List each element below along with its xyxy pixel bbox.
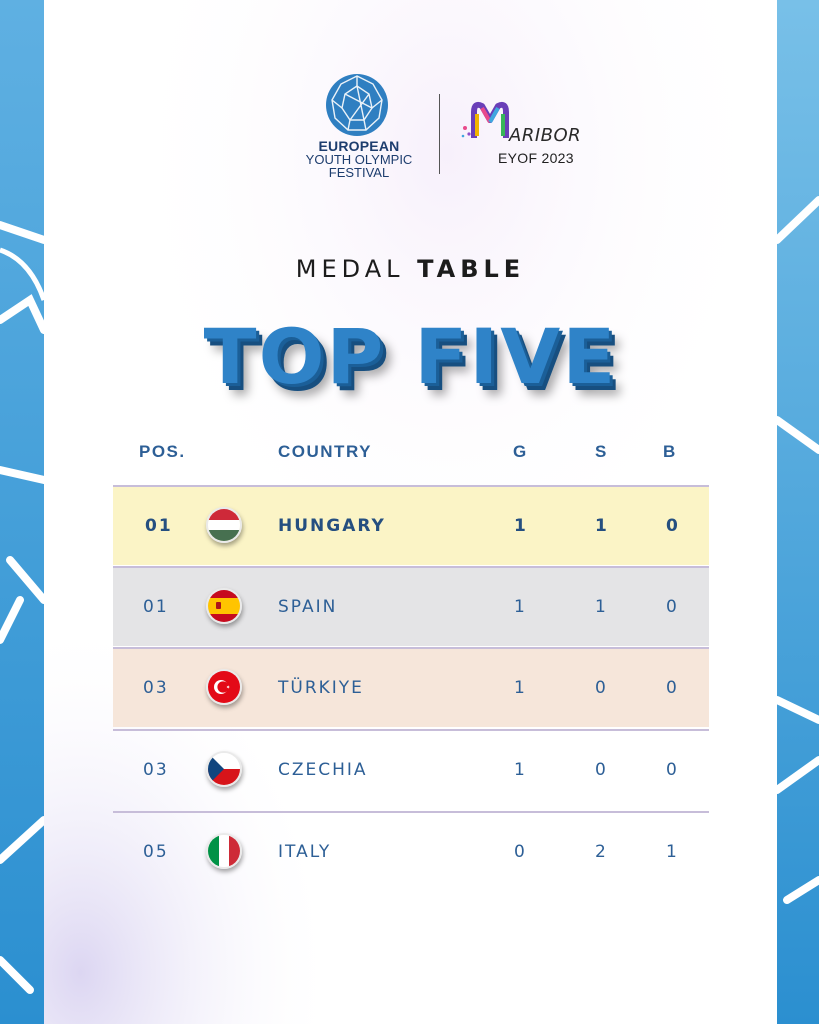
eyof-line-2: YOUTH OLYMPIC <box>305 152 413 167</box>
top-five-headline: TOP FIVE <box>203 312 618 401</box>
silver-count-cell: 2 <box>595 842 608 862</box>
eyof-line-3: FESTIVAL <box>328 165 390 180</box>
header-country: COUNTRY <box>278 442 372 461</box>
bronze-count-cell: 0 <box>666 516 680 536</box>
header-bronze: B <box>663 442 677 461</box>
gold-count-cell: 0 <box>514 842 527 862</box>
bronze-count-cell: 1 <box>666 842 679 862</box>
gold-count-cell: 1 <box>514 516 528 536</box>
table-row: 01 HUNGARY 1 1 0 <box>113 485 709 565</box>
position-cell: 01 <box>143 597 169 617</box>
header-logos: EUROPEAN YOUTH OLYMPIC FESTIVAL ARIBOR E… <box>44 70 777 185</box>
event-label: EYOF 2023 <box>498 150 574 166</box>
eyof-wordmark: EUROPEAN YOUTH OLYMPIC FESTIVAL <box>284 138 434 180</box>
silver-count-cell: 1 <box>595 597 608 617</box>
gold-count-cell: 1 <box>514 760 527 780</box>
header-pos: POS. <box>139 442 186 461</box>
country-cell: HUNGARY <box>278 516 386 536</box>
position-cell: 05 <box>143 842 169 862</box>
position-cell: 03 <box>143 760 169 780</box>
spain-flag-icon <box>206 588 242 624</box>
right-decorative-panel <box>777 0 819 1024</box>
table-row: 01 SPAIN 1 1 0 <box>113 566 709 646</box>
country-cell: SPAIN <box>278 597 338 617</box>
silver-count-cell: 0 <box>595 678 608 698</box>
eyof-emblem-icon <box>326 74 388 136</box>
gold-count-cell: 1 <box>514 597 527 617</box>
heading-table: TABLE <box>417 255 526 283</box>
eyof-line-1: EUROPEAN <box>318 138 400 154</box>
left-decorative-panel <box>0 0 44 1024</box>
bronze-count-cell: 0 <box>666 678 679 698</box>
turkiye-flag-icon <box>206 669 242 705</box>
italy-flag-icon <box>206 833 242 869</box>
header-gold: G <box>513 442 528 461</box>
maribor-wordmark: ARIBOR <box>509 125 582 146</box>
czechia-flag-icon <box>206 751 242 787</box>
country-cell: TÜRKIYE <box>278 678 364 698</box>
table-header: POS. COUNTRY G S B <box>44 440 777 466</box>
country-cell: CZECHIA <box>278 760 368 780</box>
table-row: 03 CZECHIA 1 0 0 <box>113 729 709 809</box>
maribor-heart-icon <box>461 101 509 138</box>
medal-table-heading: MEDAL TABLE <box>44 255 777 283</box>
bronze-count-cell: 0 <box>666 760 679 780</box>
heading-medal: MEDAL <box>295 255 405 283</box>
gold-count-cell: 1 <box>514 678 527 698</box>
table-row: 03 TÜRKIYE 1 0 0 <box>113 647 709 727</box>
medal-table-card: EUROPEAN YOUTH OLYMPIC FESTIVAL ARIBOR E… <box>44 0 777 1024</box>
position-cell: 03 <box>143 678 169 698</box>
header-silver: S <box>595 442 608 461</box>
silver-count-cell: 1 <box>595 516 609 536</box>
table-row: 05 ITALY 0 2 1 <box>113 811 709 891</box>
country-cell: ITALY <box>278 842 332 862</box>
logo-divider <box>439 94 440 174</box>
bronze-count-cell: 0 <box>666 597 679 617</box>
position-cell: 01 <box>145 516 173 536</box>
silver-count-cell: 0 <box>595 760 608 780</box>
hungary-flag-icon <box>206 507 242 543</box>
